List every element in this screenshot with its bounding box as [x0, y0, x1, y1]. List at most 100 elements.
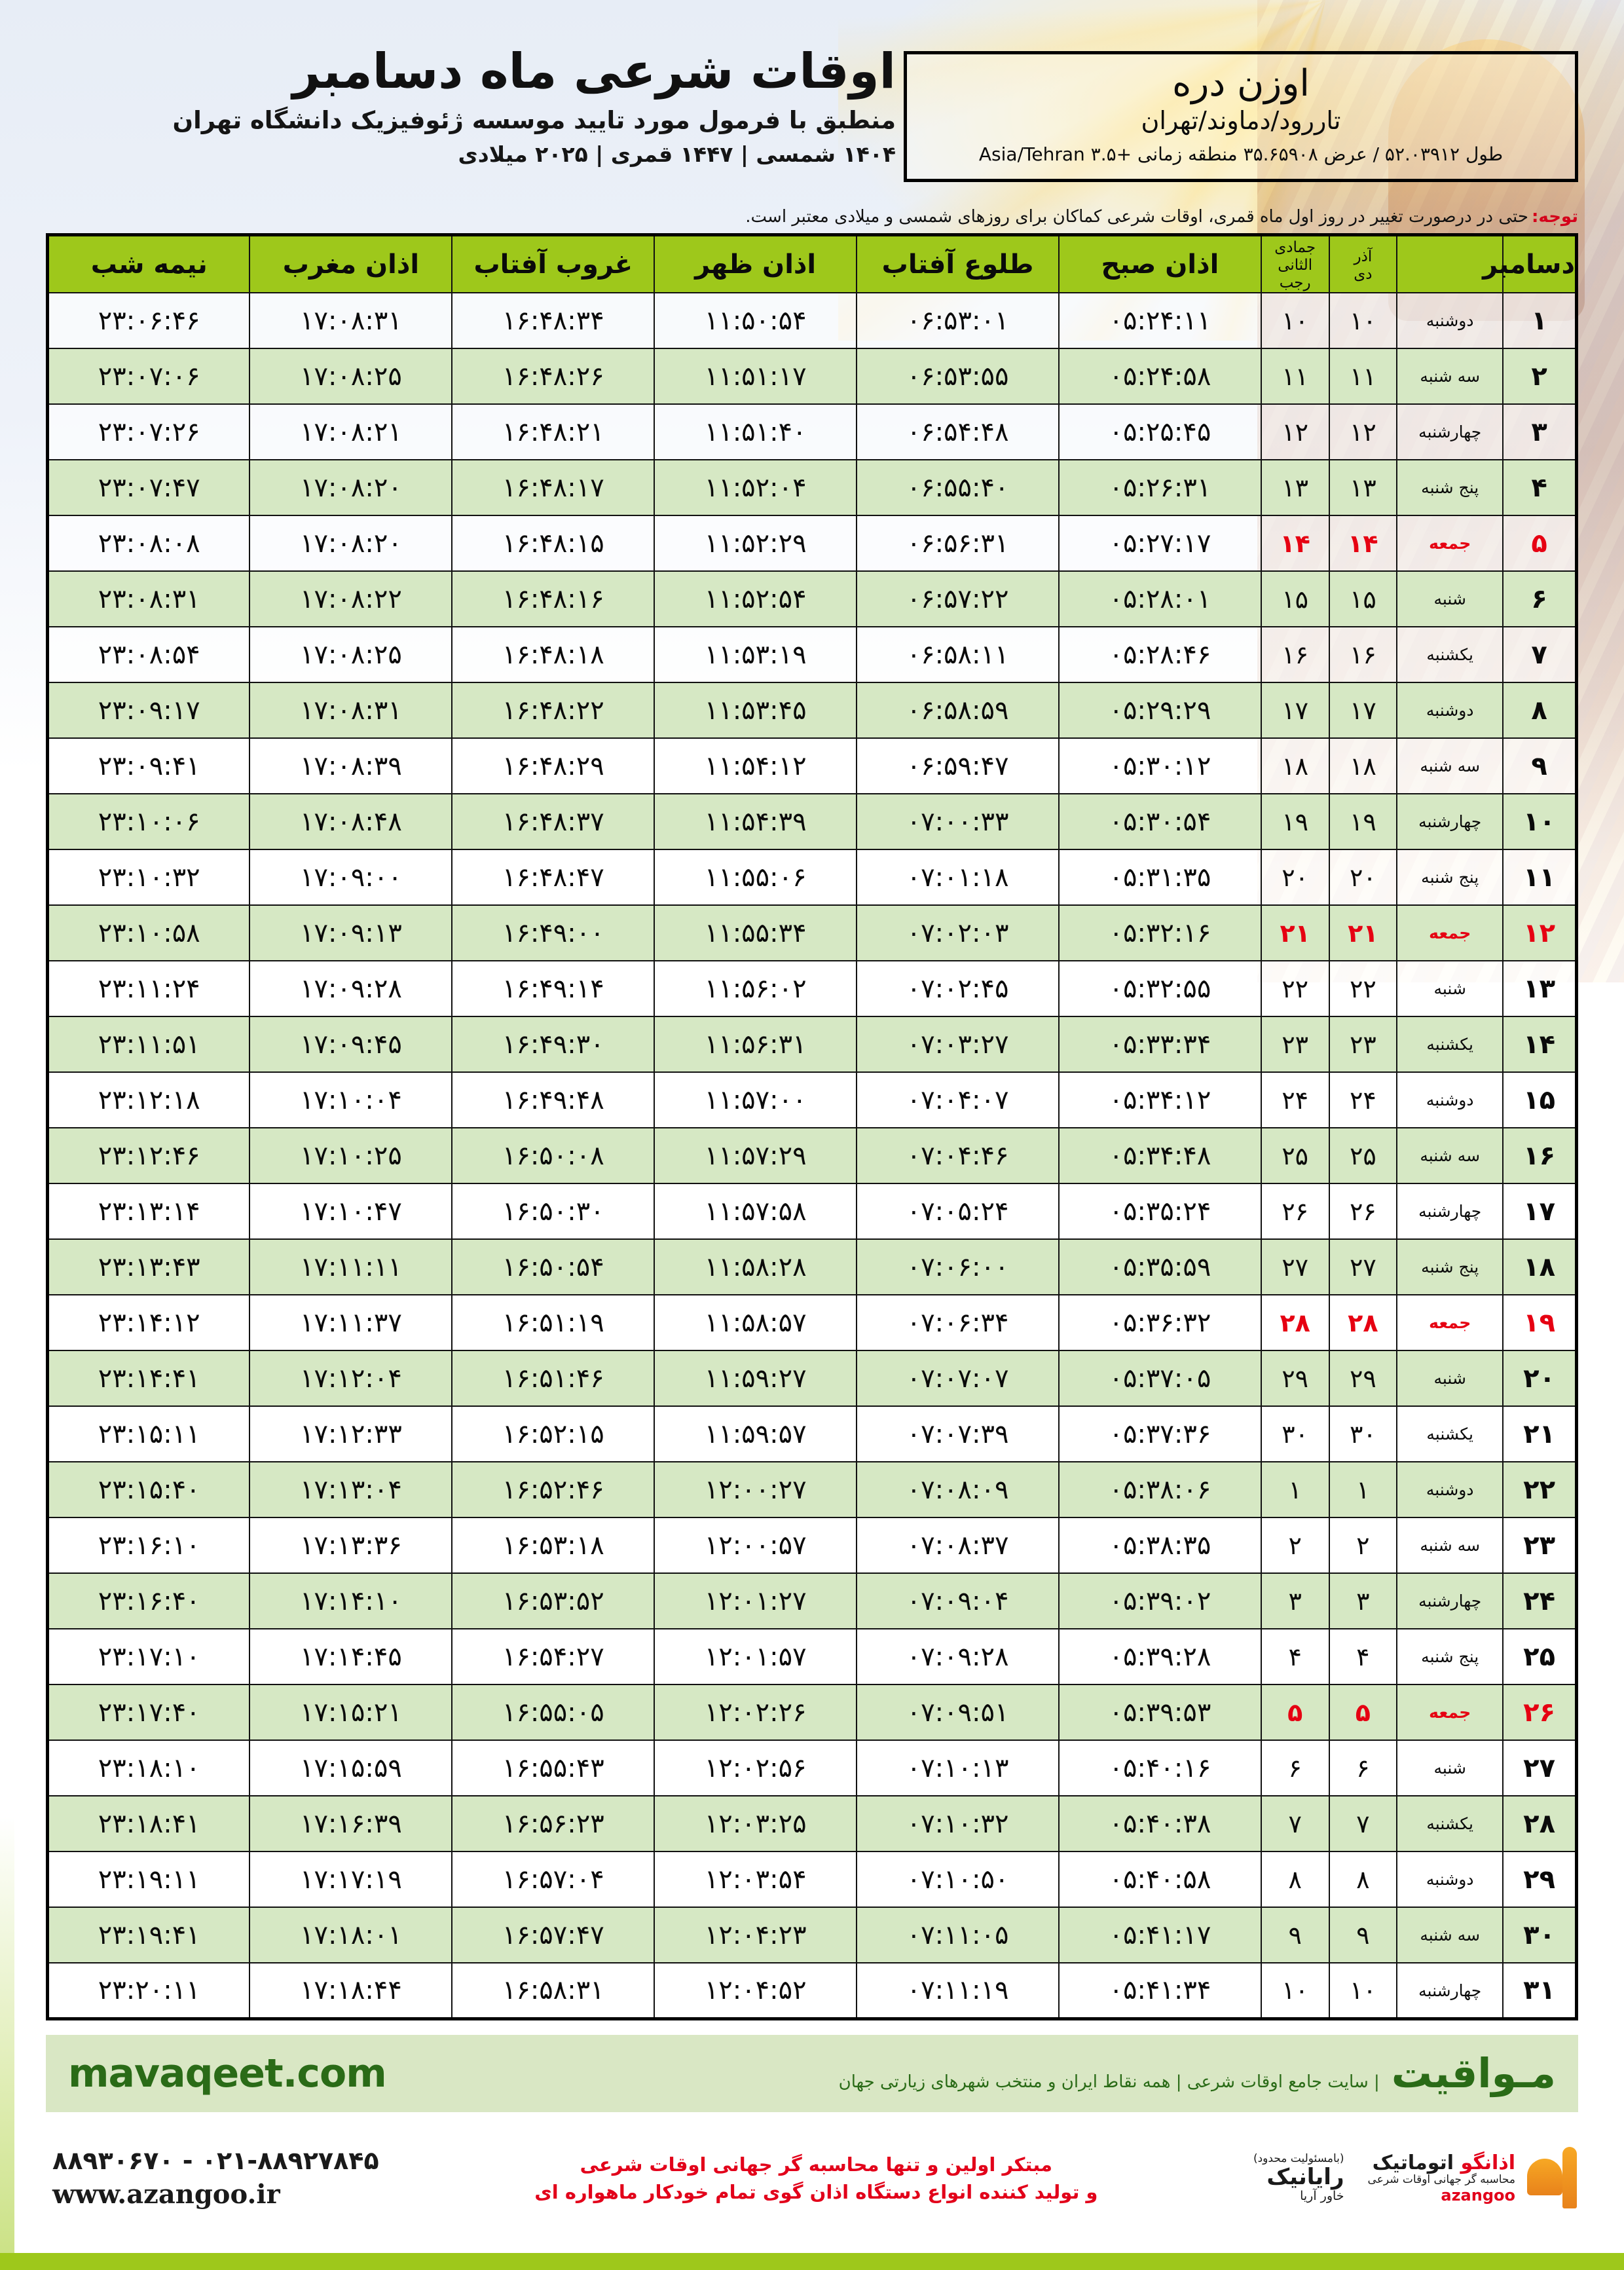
cell-weekday: چهارشنبه: [1396, 793, 1504, 851]
cell-gregorian-day: ۱۹: [1502, 1294, 1578, 1352]
cell-maghrib: ۱۷:۰۹:۱۳: [249, 904, 453, 962]
cell-sunrise: ۰۷:۰۴:۰۷: [856, 1071, 1060, 1129]
location-box: اوزن دره تاررود/دماوند/تهران طول ۵۲.۰۳۹۱…: [904, 51, 1578, 182]
cell-gregorian-day: ۱۴: [1502, 1016, 1578, 1073]
page-footer: اذانگو اتوماتیک محاسبه گر جهانی اوقات شر…: [46, 2129, 1578, 2227]
cell-sunrise: ۰۷:۱۰:۱۳: [856, 1740, 1060, 1797]
cell-gregorian-day: ۱۶: [1502, 1127, 1578, 1185]
cell-sunrise: ۰۷:۰۱:۱۸: [856, 849, 1060, 906]
cell-maghrib: ۱۷:۰۸:۳۱: [249, 292, 453, 350]
azangoo-name-black: اتوماتیک: [1372, 2151, 1461, 2174]
cell-sunset: ۱۶:۵۳:۱۸: [451, 1517, 655, 1574]
cell-gregorian-day: ۱۱: [1502, 849, 1578, 906]
cell-hijri-day: ۴: [1260, 1628, 1330, 1686]
cell-fajr: ۰۵:۳۸:۰۶: [1058, 1461, 1262, 1519]
cell-hijri-day: ۹: [1260, 1907, 1330, 1964]
col-header-dhuhr: اذان ظهر: [654, 234, 858, 294]
cell-gregorian-day: ۱۰: [1502, 793, 1578, 851]
cell-dhuhr: ۱۱:۵۷:۰۰: [654, 1071, 858, 1129]
cell-midnight: ۲۳:۰۷:۴۷: [46, 459, 251, 517]
table-row: ۱ دوشنبه ۱۰ ۱۰ ۰۵:۲۴:۱۱ ۰۶:۵۳:۰۱ ۱۱:۵۰:۵۴ ۱۶:۴۸…: [46, 292, 1578, 350]
cell-persian-day: ۵: [1328, 1684, 1398, 1741]
cell-fajr: ۰۵:۲۸:۴۶: [1058, 626, 1262, 684]
cell-maghrib: ۱۷:۰۹:۰۰: [249, 849, 453, 906]
cell-sunrise: ۰۶:۵۳:۰۱: [856, 292, 1060, 350]
cell-maghrib: ۱۷:۱۴:۴۵: [249, 1628, 453, 1686]
cell-hijri-day: ۵: [1260, 1684, 1330, 1741]
cell-midnight: ۲۳:۱۸:۱۰: [46, 1740, 251, 1797]
cell-weekday: شنبه: [1396, 570, 1504, 628]
cell-weekday: سه شنبه: [1396, 737, 1504, 795]
cell-sunset: ۱۶:۴۸:۱۶: [451, 570, 655, 628]
table-row: ۱۱ پنج شنبه ۲۰ ۲۰ ۰۵:۳۱:۳۵ ۰۷:۰۱:۱۸ ۱۱:۵۵:۰۶ ۱۶…: [46, 849, 1578, 906]
table-row: ۱۴ یکشنبه ۲۳ ۲۳ ۰۵:۳۳:۳۴ ۰۷:۰۳:۲۷ ۱۱:۵۶:۳۱ ۱۶:۴…: [46, 1016, 1578, 1073]
cell-dhuhr: ۱۲:۰۳:۵۴: [654, 1851, 858, 1908]
cell-dhuhr: ۱۲:۰۲:۲۶: [654, 1684, 858, 1741]
cell-midnight: ۲۳:۱۱:۲۴: [46, 960, 251, 1018]
cell-hijri-day: ۲۷: [1260, 1238, 1330, 1296]
cell-gregorian-day: ۲۱: [1502, 1405, 1578, 1463]
table-row: ۲۸ یکشنبه ۷ ۷ ۰۵:۴۰:۳۸ ۰۷:۱۰:۳۲ ۱۲:۰۳:۲۵ ۱۶:۵۶:…: [46, 1795, 1578, 1853]
mosque-minaret-icon: [1562, 2146, 1577, 2208]
cell-fajr: ۰۵:۴۰:۳۸: [1058, 1795, 1262, 1853]
table-row: ۲۳ سه شنبه ۲ ۲ ۰۵:۳۸:۳۵ ۰۷:۰۸:۳۷ ۱۲:۰۰:۵۷ ۱۶:۵۳…: [46, 1517, 1578, 1574]
azangoo-logo-name: اذانگو اتوماتیک: [1368, 2151, 1515, 2174]
cell-maghrib: ۱۷:۱۲:۳۳: [249, 1405, 453, 1463]
cell-dhuhr: ۱۱:۵۳:۱۹: [654, 626, 858, 684]
cell-gregorian-day: ۳۱: [1502, 1962, 1578, 2020]
cell-maghrib: ۱۷:۰۸:۴۸: [249, 793, 453, 851]
cell-maghrib: ۱۷:۱۲:۰۴: [249, 1350, 453, 1407]
cell-gregorian-day: ۶: [1502, 570, 1578, 628]
cell-midnight: ۲۳:۱۶:۱۰: [46, 1517, 251, 1574]
cell-persian-day: ۱۴: [1328, 515, 1398, 572]
cell-dhuhr: ۱۱:۵۰:۵۴: [654, 292, 858, 350]
cell-gregorian-day: ۱۳: [1502, 960, 1578, 1018]
cell-fajr: ۰۵:۳۹:۰۲: [1058, 1572, 1262, 1630]
cell-fajr: ۰۵:۳۹:۲۸: [1058, 1628, 1262, 1686]
cell-persian-day: ۱۰: [1328, 1962, 1398, 2020]
cell-gregorian-day: ۱۵: [1502, 1071, 1578, 1129]
cell-sunrise: ۰۶:۵۸:۵۹: [856, 682, 1060, 739]
cell-fajr: ۰۵:۳۹:۵۳: [1058, 1684, 1262, 1741]
cell-maghrib: ۱۷:۱۶:۳۹: [249, 1795, 453, 1853]
cell-persian-day: ۱۲: [1328, 403, 1398, 461]
mavaqeet-banner[interactable]: مـواقیت | سایت جامع اوقات شرعی | همه نقا…: [46, 2034, 1578, 2112]
cell-weekday: پنج شنبه: [1396, 459, 1504, 517]
cell-hijri-day: ۲۰: [1260, 849, 1330, 906]
cell-sunrise: ۰۷:۱۰:۳۲: [856, 1795, 1060, 1853]
cell-hijri-day: ۱۰: [1260, 1962, 1330, 2020]
cell-dhuhr: ۱۱:۵۱:۱۷: [654, 348, 858, 405]
cell-gregorian-day: ۳۰: [1502, 1907, 1578, 1964]
banner-website-link[interactable]: mavaqeet.com: [68, 2050, 387, 2096]
cell-fajr: ۰۵:۳۴:۱۲: [1058, 1071, 1262, 1129]
cell-hijri-day: ۱: [1260, 1461, 1330, 1519]
cell-midnight: ۲۳:۱۲:۱۸: [46, 1071, 251, 1129]
cell-persian-day: ۲۸: [1328, 1294, 1398, 1352]
cell-gregorian-day: ۲۲: [1502, 1461, 1578, 1519]
rayanik-logo-top: (بامسئولیت محدود): [1253, 2152, 1344, 2166]
cell-dhuhr: ۱۲:۰۲:۵۶: [654, 1740, 858, 1797]
rayanik-logo-name: رایانیک: [1266, 2164, 1344, 2191]
cell-sunset: ۱۶:۴۸:۲۲: [451, 682, 655, 739]
cell-weekday: چهارشنبه: [1396, 1962, 1504, 2020]
cell-dhuhr: ۱۱:۵۵:۳۴: [654, 904, 858, 962]
cell-gregorian-day: ۹: [1502, 737, 1578, 795]
cell-maghrib: ۱۷:۰۸:۲۱: [249, 403, 453, 461]
cell-hijri-day: ۸: [1260, 1851, 1330, 1908]
footer-website-link[interactable]: www.azangoo.ir: [52, 2179, 280, 2210]
cell-midnight: ۲۳:۱۵:۱۱: [46, 1405, 251, 1463]
cell-gregorian-day: ۴: [1502, 459, 1578, 517]
cell-midnight: ۲۳:۱۳:۴۳: [46, 1238, 251, 1296]
cell-fajr: ۰۵:۲۸:۰۱: [1058, 570, 1262, 628]
cell-persian-day: ۱۵: [1328, 570, 1398, 628]
cell-fajr: ۰۵:۳۲:۱۶: [1058, 904, 1262, 962]
cell-persian-day: ۱۸: [1328, 737, 1398, 795]
cell-weekday: یکشنبه: [1396, 1016, 1504, 1073]
cell-sunrise: ۰۷:۰۸:۳۷: [856, 1517, 1060, 1574]
cell-sunset: ۱۶:۴۹:۰۰: [451, 904, 655, 962]
cell-fajr: ۰۵:۳۰:۱۲: [1058, 737, 1262, 795]
cell-sunrise: ۰۷:۰۵:۲۴: [856, 1183, 1060, 1240]
cell-dhuhr: ۱۲:۰۰:۲۷: [654, 1461, 858, 1519]
cell-gregorian-day: ۳: [1502, 403, 1578, 461]
cell-weekday: یکشنبه: [1396, 1795, 1504, 1853]
